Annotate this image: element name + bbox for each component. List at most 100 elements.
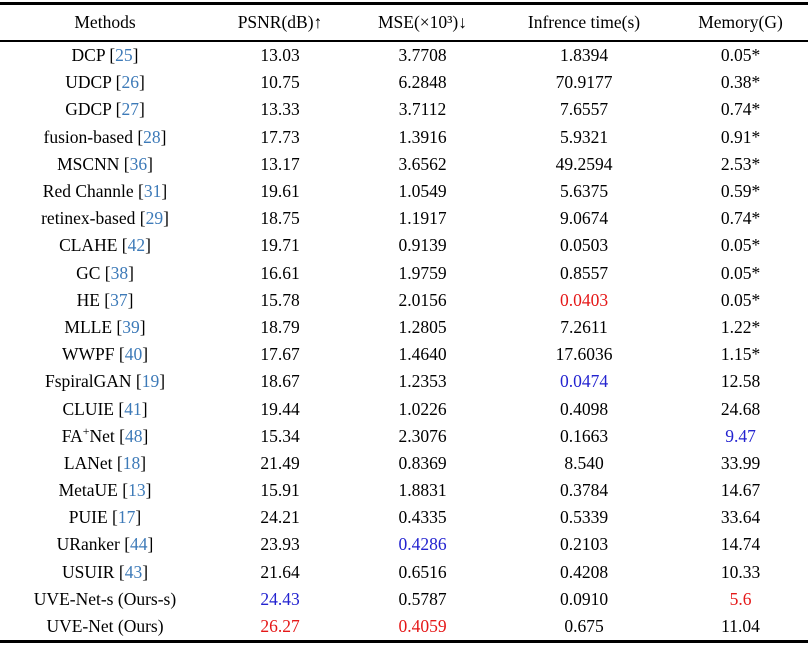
method-cell: UVE-Net (Ours) (0, 613, 210, 642)
mse-cell: 1.1917 (398, 208, 447, 229)
inference-time-cell: 0.0403 (559, 289, 609, 310)
inference-time-cell: 0.675 (564, 616, 604, 637)
mse-cell: 1.2353 (398, 371, 447, 392)
citation-link[interactable]: 19 (141, 371, 160, 392)
mse-cell: 1.0226 (398, 398, 447, 419)
method-name: LANet (63, 452, 113, 473)
citation-link[interactable]: 44 (130, 534, 148, 555)
method-cell: CLUIE [41] (62, 398, 148, 419)
citation-link[interactable]: 28 (143, 126, 161, 147)
table-row: MetaUE [13] 15.91 1.8831 0.3784 14.67 (0, 477, 808, 504)
method-name: DCP (71, 45, 105, 66)
method-cell: CLAHE [42] (59, 235, 151, 256)
inference-time-cell: 5.6375 (559, 181, 609, 202)
memory-cell: 0.59* (720, 181, 761, 202)
method-cell: MLLE [39] (64, 316, 146, 337)
citation-link[interactable]: 43 (124, 561, 143, 582)
psnr-cell: 17.67 (260, 344, 300, 365)
citation-link[interactable]: 40 (124, 344, 143, 365)
memory-cell: 0.05* (720, 289, 761, 310)
psnr-cell: 21.64 (260, 561, 300, 582)
mse-cell: 1.3916 (398, 126, 447, 147)
mse-cell: 0.4059 (398, 616, 447, 637)
citation-link[interactable]: 42 (127, 235, 146, 256)
citation-link[interactable]: 29 (145, 208, 164, 229)
memory-cell: 14.67 (720, 480, 761, 501)
inference-time-cell: 5.9321 (559, 126, 609, 147)
mse-cell: 1.9759 (398, 262, 447, 283)
inference-time-cell: 0.3784 (559, 480, 609, 501)
method-cell: WWPF [40] (61, 344, 149, 365)
memory-cell: 0.91* (720, 126, 761, 147)
inference-time-cell: 0.0503 (559, 235, 609, 256)
citation-link[interactable]: 39 (122, 316, 140, 337)
memory-cell: 33.99 (720, 452, 761, 473)
memory-cell: 0.38* (720, 72, 761, 93)
citation-link[interactable]: 38 (110, 262, 129, 283)
citation-link[interactable]: 48 (124, 425, 143, 446)
citation-link[interactable]: 31 (143, 181, 162, 202)
method-cell: retinex-based [29] (41, 208, 169, 229)
psnr-cell: 13.17 (260, 153, 300, 174)
psnr-cell: 24.21 (260, 507, 300, 528)
inference-time-cell: 70.9177 (555, 72, 613, 93)
method-name: USUIR (61, 561, 115, 582)
col-header-psnr: PSNR(dB)↑ (210, 3, 350, 42)
psnr-cell: 18.79 (260, 316, 300, 337)
table-row: MLLE [39] 18.79 1.2805 7.2611 1.22* (0, 314, 808, 341)
mse-cell: 0.9139 (398, 235, 447, 256)
table-row: MSCNN [36] 13.17 3.6562 49.2594 2.53* (0, 151, 808, 178)
inference-time-cell: 9.0674 (559, 208, 609, 229)
method-cell: GC [38] (76, 262, 134, 283)
table-header: Methods PSNR(dB)↑ MSE(×10³)↓ Infrence ti… (0, 3, 808, 42)
table-row: FA+Net [48] 15.34 2.3076 0.1663 9.47 (0, 423, 808, 450)
mse-cell: 0.4286 (398, 534, 447, 555)
method-name: GC (76, 262, 101, 283)
memory-cell: 12.58 (720, 371, 761, 392)
method-name: UDCP (65, 72, 112, 93)
citation-link[interactable]: 26 (121, 72, 139, 93)
method-name: CLUIE (62, 398, 114, 419)
table-row: UVE-Net-s (Ours-s) 24.43 0.5787 0.0910 5.6 (0, 586, 808, 613)
citation-link[interactable]: 18 (122, 452, 141, 473)
psnr-cell: 15.34 (260, 425, 300, 446)
method-name-rest: Net (89, 425, 115, 446)
table-row: GC [38] 16.61 1.9759 0.8557 0.05* (0, 260, 808, 287)
memory-cell: 0.05* (720, 45, 761, 66)
citation-link[interactable]: 13 (128, 480, 146, 501)
table-row: fusion-based [28] 17.73 1.3916 5.9321 0.91* (0, 124, 808, 151)
mse-cell: 0.4335 (398, 507, 447, 528)
psnr-cell: 10.75 (260, 72, 300, 93)
method-cell: MetaUE [13] (58, 480, 152, 501)
table-row: UDCP [26] 10.75 6.2848 70.9177 0.38* (0, 69, 808, 96)
inference-time-cell: 49.2594 (555, 153, 613, 174)
mse-cell: 0.8369 (398, 452, 447, 473)
method-cell: UDCP [26] (65, 72, 145, 93)
col-header-mse: MSE(×10³)↓ (350, 3, 495, 42)
method-name: UVE-Net (Ours) (46, 616, 164, 637)
citation-link[interactable]: 27 (121, 99, 139, 120)
method-cell: GDCP [27] (65, 99, 145, 120)
method-name: URanker (56, 534, 120, 555)
inference-time-cell: 0.4208 (559, 561, 609, 582)
psnr-cell: 15.91 (260, 480, 300, 501)
psnr-cell: 19.44 (260, 398, 300, 419)
citation-link[interactable]: 17 (117, 507, 136, 528)
table-row: LANet [18] 21.49 0.8369 8.540 33.99 (0, 450, 808, 477)
psnr-cell: 13.03 (260, 45, 300, 66)
psnr-cell: 16.61 (260, 262, 300, 283)
memory-cell: 33.64 (720, 507, 761, 528)
citation-link[interactable]: 36 (129, 153, 148, 174)
citation-link[interactable]: 37 (110, 289, 128, 310)
memory-cell: 2.53* (720, 153, 761, 174)
table-row: PUIE [17] 24.21 0.4335 0.5339 33.64 (0, 504, 808, 531)
memory-cell: 0.74* (720, 208, 761, 229)
table-row: UVE-Net (Ours) 26.27 0.4059 0.675 11.04 (0, 613, 808, 642)
citation-link[interactable]: 25 (115, 45, 133, 66)
method-name: CLAHE (59, 235, 118, 256)
mse-cell: 0.5787 (398, 588, 447, 609)
citation-link[interactable]: 41 (124, 398, 142, 419)
memory-cell: 0.74* (720, 99, 761, 120)
table-row: HE [37] 15.78 2.0156 0.0403 0.05* (0, 287, 808, 314)
memory-cell: 9.47 (725, 425, 756, 446)
